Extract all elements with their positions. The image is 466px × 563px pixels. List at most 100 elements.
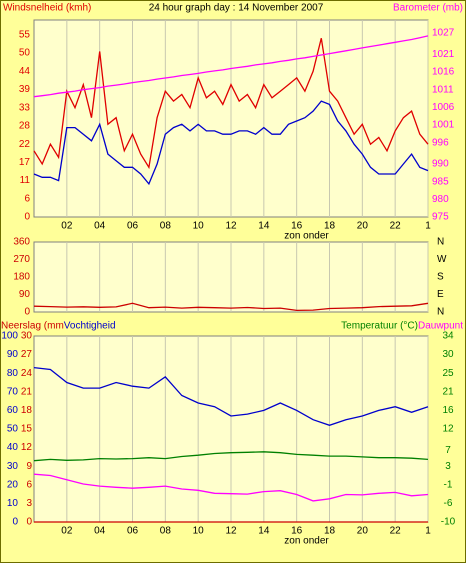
y2-tick-label: 990 bbox=[432, 159, 449, 170]
y3-tick-label: 3 bbox=[26, 498, 32, 509]
x-tick-label: 10 bbox=[193, 221, 205, 232]
y-tick-label: 28 bbox=[19, 121, 31, 132]
y2-tick-label: N bbox=[437, 237, 444, 248]
y2-tick-label: 985 bbox=[432, 176, 449, 187]
x-tick-label: 18 bbox=[324, 221, 336, 232]
y2-tick-label: 996 bbox=[432, 137, 449, 148]
y2-tick-label: 12 bbox=[442, 424, 454, 435]
x-tick-label: 04 bbox=[94, 526, 106, 537]
x-tick-label: 16 bbox=[291, 221, 303, 232]
y3-tick-label: 6 bbox=[26, 479, 32, 490]
y-tick-label: 33 bbox=[19, 102, 31, 113]
y2-tick-label: 25 bbox=[442, 368, 454, 379]
y-tick-label: 90 bbox=[7, 349, 19, 360]
y-tick-label: 270 bbox=[13, 254, 30, 265]
x-tick-label: 14 bbox=[258, 526, 270, 537]
x-tick-label: 04 bbox=[94, 221, 106, 232]
y-tick-label: 22 bbox=[19, 139, 31, 150]
y2-tick-label: 980 bbox=[432, 194, 449, 205]
y2-tick-label: 16 bbox=[442, 405, 454, 416]
y2-tick-label: 1001 bbox=[432, 120, 455, 131]
y-tick-label: 80 bbox=[7, 368, 19, 379]
y-tick-label: 44 bbox=[19, 66, 31, 77]
y2-tick-label: N bbox=[437, 307, 444, 318]
y-tick-label: 39 bbox=[19, 84, 31, 95]
y-tick-label: 90 bbox=[19, 289, 31, 300]
series-line bbox=[33, 366, 429, 426]
y-tick-label: 70 bbox=[7, 386, 19, 397]
series-line bbox=[33, 302, 429, 312]
legend-entry: Dauwpunt bbox=[418, 321, 463, 332]
y3-tick-label: 12 bbox=[21, 442, 33, 453]
y-tick-label: 20 bbox=[7, 479, 19, 490]
x-tick-label: 06 bbox=[127, 526, 139, 537]
y-tick-label: 360 bbox=[13, 237, 30, 248]
y2-tick-label: 7 bbox=[445, 445, 451, 456]
y3-tick-label: 27 bbox=[21, 349, 33, 360]
x-tick-label: 20 bbox=[357, 526, 369, 537]
chart-title: 24 hour graph day : 14 November 2007 bbox=[149, 3, 324, 14]
x-tick-label: 10 bbox=[193, 526, 205, 537]
y-tick-label: 0 bbox=[24, 307, 30, 318]
y3-tick-label: 30 bbox=[21, 331, 33, 342]
y2-tick-label: S bbox=[437, 272, 444, 283]
x-tick-label: 06 bbox=[127, 221, 139, 232]
y2-tick-label: 30 bbox=[442, 349, 454, 360]
y2-tick-label: 21 bbox=[442, 386, 454, 397]
y3-tick-label: 24 bbox=[21, 368, 33, 379]
x-tick-label: 08 bbox=[160, 526, 172, 537]
y2-tick-label: 3 bbox=[445, 461, 451, 472]
y-tick-label: 0 bbox=[24, 212, 30, 223]
y-tick-label: 6 bbox=[24, 193, 30, 204]
y2-tick-label: -10 bbox=[441, 517, 456, 528]
x-tick-label: 02 bbox=[61, 221, 73, 232]
legend-entry: Temperatuur (°C) bbox=[341, 321, 418, 332]
x-tick-label: 14 bbox=[258, 221, 270, 232]
y2-tick-label: 1021 bbox=[432, 49, 455, 60]
x-tick-label: 16 bbox=[291, 526, 303, 537]
series-line bbox=[33, 100, 429, 186]
y2-tick-label: E bbox=[437, 289, 444, 300]
legend-entry: Neerslag (mm bbox=[1, 321, 64, 332]
y2-tick-label: W bbox=[437, 254, 447, 265]
x-tick-label: 02 bbox=[61, 526, 73, 537]
y-tick-label: 17 bbox=[19, 157, 31, 168]
annotation: zon onder bbox=[284, 231, 329, 242]
y2-axis-title: Barometer (mb) bbox=[393, 3, 463, 14]
y-axis-title: Windsnelheid (kmh) bbox=[3, 3, 91, 14]
y-tick-label: 30 bbox=[7, 461, 19, 472]
y3-tick-label: 9 bbox=[26, 461, 32, 472]
y-tick-label: 60 bbox=[7, 405, 19, 416]
y3-tick-label: 21 bbox=[21, 386, 33, 397]
y2-tick-label: 1027 bbox=[432, 28, 455, 39]
y2-tick-label: 1006 bbox=[432, 102, 455, 113]
y3-tick-label: 15 bbox=[21, 424, 33, 435]
y2-tick-label: 1016 bbox=[432, 67, 455, 78]
y2-tick-label: -6 bbox=[444, 498, 453, 509]
y-tick-label: 0 bbox=[12, 517, 18, 528]
legend-entry: Vochtigheid bbox=[64, 321, 116, 332]
x-tick-label: 08 bbox=[160, 221, 172, 232]
y2-tick-label: 34 bbox=[442, 331, 454, 342]
y2-tick-label: 1011 bbox=[432, 84, 454, 95]
y3-tick-label: 0 bbox=[26, 517, 32, 528]
x-tick-label: 1 bbox=[425, 221, 431, 232]
x-tick-label: 22 bbox=[390, 221, 402, 232]
y-tick-label: 100 bbox=[1, 331, 18, 342]
y2-tick-label: 975 bbox=[432, 212, 449, 223]
series-line bbox=[33, 35, 429, 98]
y-tick-label: 11 bbox=[20, 175, 31, 186]
y-tick-label: 55 bbox=[19, 30, 31, 41]
y3-tick-label: 18 bbox=[21, 405, 33, 416]
series-line bbox=[33, 473, 429, 502]
x-tick-label: 1 bbox=[425, 526, 431, 537]
annotation: zon onder bbox=[284, 536, 329, 547]
y2-tick-label: -1 bbox=[444, 479, 453, 490]
series-line bbox=[33, 451, 429, 462]
x-tick-label: 12 bbox=[225, 221, 237, 232]
series-line bbox=[33, 38, 429, 170]
x-tick-label: 18 bbox=[324, 526, 336, 537]
x-tick-label: 12 bbox=[225, 526, 237, 537]
